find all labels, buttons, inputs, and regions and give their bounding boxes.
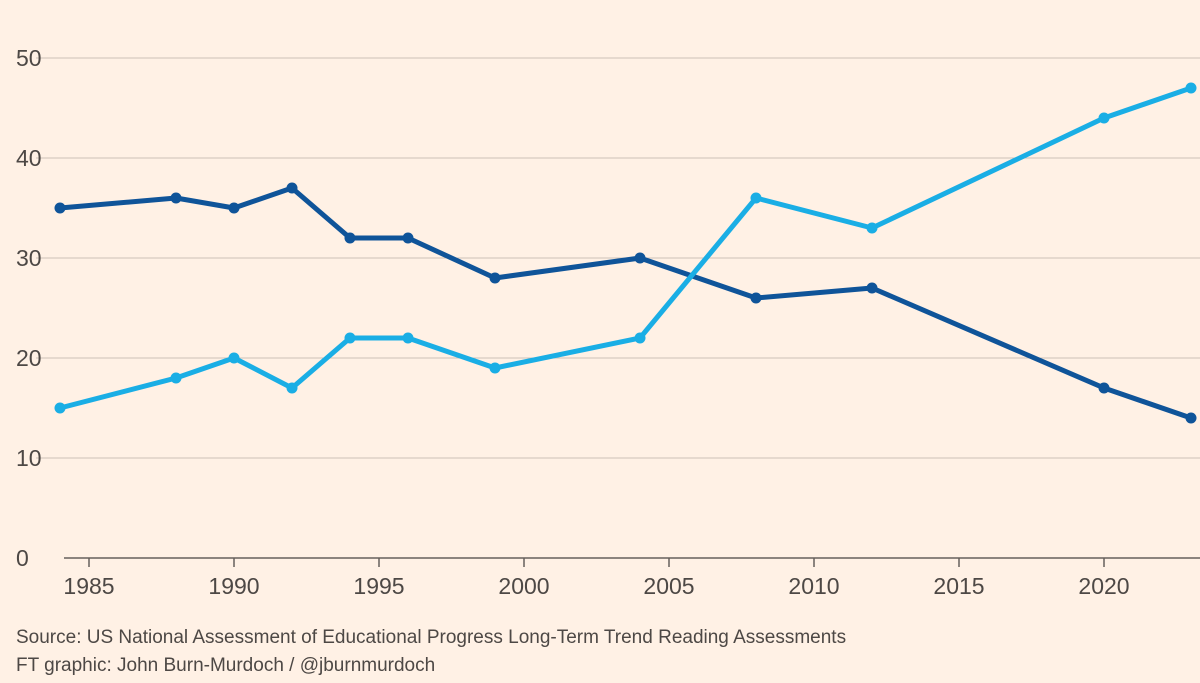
data-point-dark-blue-1988 (170, 192, 182, 204)
source-note: Source: US National Assessment of Educat… (16, 627, 847, 648)
data-point-light-blue-1994 (344, 332, 356, 344)
data-point-dark-blue-1992 (286, 182, 298, 194)
data-point-dark-blue-1999 (489, 272, 501, 284)
data-point-dark-blue-1996 (402, 232, 414, 244)
data-point-dark-blue-1994 (344, 232, 356, 244)
graphic-credit: FT graphic: John Burn-Murdoch / @jburnmu… (16, 655, 436, 676)
y-tick-label-20: 20 (16, 345, 42, 371)
data-point-dark-blue-2012 (866, 282, 878, 294)
x-tick-label-2005: 2005 (643, 573, 694, 599)
data-point-light-blue-2020 (1098, 112, 1110, 124)
x-tick-label-1985: 1985 (63, 573, 114, 599)
data-point-light-blue-1990 (228, 352, 240, 364)
data-point-dark-blue-2004 (634, 252, 646, 264)
data-point-dark-blue-2020 (1098, 382, 1110, 394)
x-tick-label-2020: 2020 (1078, 573, 1129, 599)
y-tick-label-50: 50 (16, 45, 42, 71)
data-point-dark-blue-1990 (228, 202, 240, 214)
data-point-dark-blue-2023 (1185, 412, 1197, 424)
data-point-dark-blue-1984 (54, 202, 66, 214)
data-point-light-blue-2012 (866, 222, 878, 234)
data-point-light-blue-1992 (286, 382, 298, 394)
series-line-light-blue (57, 85, 1194, 411)
line-chart: 0 10 20 30 40 50 1985 1990 1995 2000 2005 2010 2015 2… (16, 45, 1200, 599)
data-point-light-blue-2023 (1185, 82, 1197, 94)
data-point-light-blue-1996 (402, 332, 414, 344)
series-line-dark-blue (57, 185, 1194, 421)
x-tick-label-2010: 2010 (788, 573, 839, 599)
data-point-light-blue-1984 (54, 402, 66, 414)
x-tick-label-1995: 1995 (353, 573, 404, 599)
data-point-light-blue-2008 (750, 192, 762, 204)
x-tick-label-2000: 2000 (498, 573, 549, 599)
y-tick-label-10: 10 (16, 445, 42, 471)
y-tick-label-30: 30 (16, 245, 42, 271)
chart-footer: Source: US National Assessment of Educat… (16, 624, 846, 680)
x-tick-label-1990: 1990 (208, 573, 259, 599)
y-tick-label-40: 40 (16, 145, 42, 171)
data-point-dark-blue-2008 (750, 292, 762, 304)
data-point-light-blue-2004 (634, 332, 646, 344)
x-tick-label-2015: 2015 (933, 573, 984, 599)
data-point-light-blue-1988 (170, 372, 182, 384)
y-tick-label-0: 0 (16, 545, 29, 571)
data-point-light-blue-1999 (489, 362, 501, 374)
